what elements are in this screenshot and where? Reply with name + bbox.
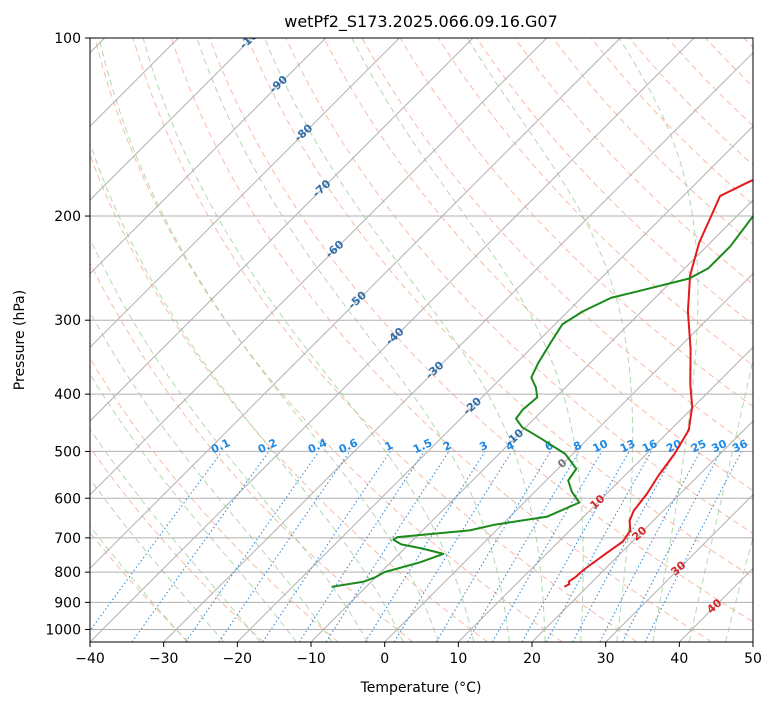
y-tick-label: 700: [54, 531, 81, 547]
isotherm-line: [90, 38, 253, 201]
y-tick-label: 100: [54, 31, 81, 47]
isotherm-line: [90, 38, 548, 496]
mixing-ratio-line: [435, 451, 551, 642]
moist-adiabat-line: [618, 38, 699, 642]
dry-adiabat-line: [475, 38, 753, 326]
dry-adiabat-line: [90, 153, 488, 642]
x-tick-label: 50: [744, 651, 762, 667]
x-tick-label: 20: [523, 651, 541, 667]
dry-adiabat-line: [590, 38, 753, 206]
x-tick-label: 40: [670, 651, 688, 667]
isotherm-line: [605, 493, 753, 642]
profile-series: [331, 179, 753, 588]
dry-adiabat-line: [170, 38, 712, 642]
dry-adiabat-line: [437, 38, 753, 366]
mixing-ratio-label: 25: [689, 437, 708, 455]
moist-adiabat-line: [90, 141, 404, 642]
dry-adiabat-line: [285, 38, 753, 535]
y-tick-label: 500: [54, 444, 81, 460]
y-tick-label: 400: [54, 387, 81, 403]
y-tick-label: 200: [54, 209, 81, 225]
x-tick-label: 0: [380, 651, 389, 667]
dry-adiabat-line: [94, 38, 563, 642]
moist-adiabat-line: [142, 38, 475, 642]
plot-frame: [89, 37, 754, 643]
moist-adiabat-line: [90, 237, 369, 642]
temperature-profile-line: [563, 179, 753, 588]
mixing-ratio-line: [521, 451, 630, 642]
x-tick-label: −10: [296, 651, 326, 667]
mixing-ratio-label: 13: [618, 437, 637, 455]
background-grid: [90, 38, 753, 642]
moist-adiabat-line: [264, 38, 546, 642]
moist-adiabat-line: [90, 373, 297, 642]
isotherm-line: [310, 199, 753, 642]
moist-adiabat-line: [725, 535, 753, 642]
mixing-ratio-line: [364, 451, 486, 642]
mixing-ratio-label: 10: [591, 437, 611, 455]
mixing-ratio-line: [545, 451, 652, 642]
axes: −40 −30 −20 −10 0 10 20 30 40 50 100 200 300 400 500 60…: [45, 31, 762, 667]
dry-adiabat-line: [132, 38, 638, 642]
isotherm-line: [457, 346, 753, 642]
mixing-ratio-line: [325, 451, 450, 642]
moist-adiabat-line: [90, 427, 261, 642]
mixing-ratio-label: 20: [664, 437, 684, 455]
dry-adiabat-line: [399, 38, 753, 408]
moist-adiabat-line: [90, 478, 225, 642]
mixing-ratio-line: [491, 451, 603, 642]
x-tick-label: 30: [597, 651, 615, 667]
x-tick-label: −40: [75, 651, 105, 667]
dry-adiabat-line: [90, 446, 264, 642]
mixing-ratio-line: [218, 451, 350, 642]
chart-title: wetPf2_S173.2025.066.09.16.G07: [284, 12, 558, 32]
y-tick-label: 800: [54, 565, 81, 581]
x-tick-label: −30: [149, 651, 179, 667]
mixing-ratio-line: [131, 451, 270, 642]
moist-adiabat-line: [90, 311, 333, 642]
moist-adiabat-line: [196, 38, 510, 642]
mixing-ratio-line: [467, 451, 580, 642]
mixing-ratio-label: 30: [710, 437, 730, 455]
mixing-ratio-line: [90, 451, 223, 632]
y-axis-label: Pressure (hPa): [12, 290, 28, 390]
dry-adiabat-line: [90, 261, 414, 642]
x-tick-label: 10: [449, 651, 467, 667]
isotherm-line: [90, 38, 327, 275]
y-tick-label: 300: [54, 313, 81, 329]
moist-adiabat-line: [688, 356, 753, 642]
dewpoint-profile-line: [331, 214, 753, 588]
y-tick-label: 900: [54, 595, 81, 611]
isotherm-line: [236, 125, 753, 642]
isotherm-line: [384, 272, 753, 642]
y-tick-label: 600: [54, 491, 81, 507]
isotherm-line: [163, 51, 753, 642]
mixing-ratio-label: 36: [730, 437, 750, 455]
isotherm-line: [90, 38, 474, 422]
isotherm-line: [531, 420, 753, 642]
dry-adiabat-line: [361, 38, 753, 449]
moist-adiabat-line: [98, 38, 439, 642]
mixing-ratio-line: [644, 451, 742, 642]
plot-area: [90, 38, 753, 642]
isotherm-line: [90, 38, 621, 570]
isotherm-line: [90, 38, 695, 642]
isotherm-line: [752, 641, 753, 642]
dry-adiabat-line: [552, 38, 753, 245]
mixing-ratio-line: [393, 451, 512, 642]
x-axis-label: Temperature (°C): [360, 680, 482, 696]
mixing-ratio-line: [185, 451, 320, 642]
y-tick-label: 1000: [45, 622, 81, 638]
isotherm-line: [90, 38, 400, 349]
dry-adiabat-line: [247, 38, 753, 578]
moist-adiabat-line: [90, 525, 188, 642]
mixing-ratio-label: 16: [640, 437, 660, 455]
moist-adiabat-line: [351, 38, 584, 642]
x-tick-label: −20: [223, 651, 253, 667]
mixing-ratio-line: [298, 451, 425, 642]
